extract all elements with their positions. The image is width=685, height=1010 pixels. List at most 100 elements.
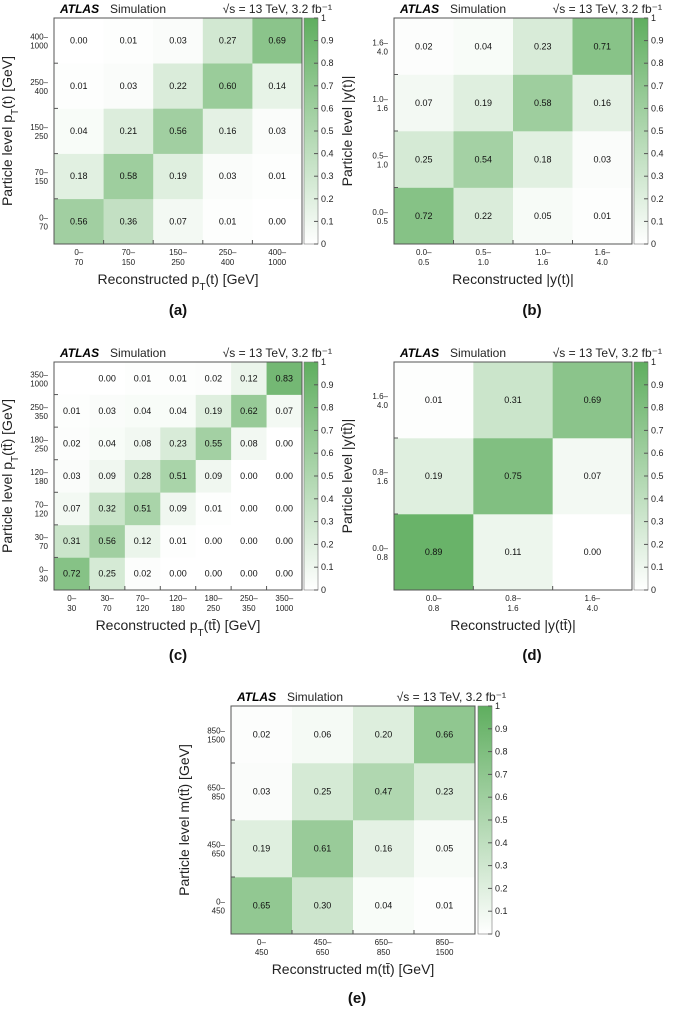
- cell-value-label: 0.83: [276, 373, 294, 383]
- heatmap-cell: [252, 63, 303, 109]
- heatmap-cell: [124, 557, 161, 591]
- x-tick-label: 0.5: [418, 258, 430, 267]
- y-tick-label: 180: [35, 477, 49, 486]
- heatmap-cell: [89, 394, 126, 428]
- y-tick-label: 0–: [216, 898, 225, 907]
- y-axis-label: Particle level pT(t) [GeV]: [0, 56, 21, 206]
- heatmap-cell: [231, 763, 293, 821]
- plot-frame: [53, 361, 303, 591]
- y-tick-label: 400–: [30, 33, 48, 42]
- heatmap-cell: [453, 74, 514, 132]
- heatmap-cell: [231, 557, 267, 591]
- color-scale-tick: 0.2: [651, 539, 664, 549]
- heatmap-cell: [54, 492, 90, 526]
- heatmap-cell: [552, 514, 633, 591]
- cell-value-label: 0.00: [240, 569, 258, 579]
- color-scale-tick: 0.7: [495, 769, 508, 779]
- cell-value-label: 0.05: [436, 844, 454, 854]
- heatmap-cell: [54, 108, 104, 154]
- color-scale-tick: 0.3: [651, 171, 664, 181]
- cell-value-label: 0.04: [474, 41, 492, 51]
- heatmap-cell: [160, 394, 197, 428]
- cell-value-label: 0.14: [268, 81, 286, 91]
- cell-value-label: 0.01: [205, 504, 223, 514]
- color-scale-tick: 0.4: [495, 838, 508, 848]
- color-scale-tick: 0.8: [495, 747, 508, 757]
- cell-value-label: 0.11: [505, 547, 522, 557]
- heatmap-cell: [54, 153, 104, 200]
- heatmap-cell: [394, 438, 474, 515]
- cell-value-label: 0.00: [276, 471, 294, 481]
- x-tick-label: 120–: [169, 594, 187, 603]
- heatmap-cell: [353, 706, 415, 764]
- x-axis-label: Reconstructed m(tt̄) [GeV]: [272, 961, 435, 977]
- heatmap-cell: [394, 187, 454, 245]
- x-tick-label: 650–: [375, 938, 393, 947]
- cell-value-label: 0.22: [474, 211, 492, 221]
- x-tick-label: 400–: [268, 248, 286, 257]
- cell-value-label: 0.19: [474, 98, 492, 108]
- cell-value-label: 0.07: [415, 98, 433, 108]
- heatmap-cell: [89, 427, 126, 461]
- x-tick-label: 250: [171, 258, 185, 267]
- color-scale-tick: 0.6: [651, 448, 664, 458]
- heatmap-cell: [160, 459, 197, 493]
- heatmap-cell: [160, 427, 197, 461]
- cell-value-label: 0.16: [593, 98, 611, 108]
- heatmap-cell: [231, 877, 293, 935]
- color-scale-tick: 0.1: [651, 562, 664, 572]
- y-tick-label: 0.8: [377, 553, 389, 562]
- x-tick-label: 350–: [275, 594, 293, 603]
- cell-value-label: 0.54: [474, 154, 492, 164]
- y-tick-label: 150–: [30, 123, 48, 132]
- color-scale-tick: 0.2: [321, 539, 334, 549]
- panel-label: (a): [169, 302, 187, 319]
- y-tick-label: 1.0–: [372, 95, 388, 104]
- heatmap-cell: [572, 74, 633, 132]
- heatmap-cell: [453, 131, 514, 188]
- color-scale-tick: 1: [321, 13, 326, 23]
- simulation-label: Simulation: [110, 2, 166, 16]
- cell-value-label: 0.56: [70, 216, 88, 226]
- x-tick-label: 4.0: [587, 604, 599, 613]
- heatmap-cell: [252, 18, 303, 64]
- heatmap-cell: [103, 18, 154, 64]
- y-tick-label: 350: [35, 412, 49, 421]
- color-scale-tick: 0.1: [321, 216, 334, 226]
- heatmap-cell: [353, 820, 415, 878]
- heatmap-cell: [160, 524, 197, 558]
- cell-value-label: 0.00: [268, 216, 286, 226]
- energy-lumi-label: √s = 13 TeV, 3.2 fb⁻¹: [553, 346, 662, 360]
- y-tick-label: 0.0–: [372, 208, 388, 217]
- heatmap-cell: [231, 427, 267, 461]
- cell-value-label: 0.02: [253, 730, 271, 740]
- x-tick-label: 70–: [136, 594, 150, 603]
- color-scale-tick: 0.4: [651, 149, 664, 159]
- x-axis-label: Reconstructed pT(tt̄) [GeV]: [96, 617, 261, 639]
- x-tick-label: 1000: [268, 258, 286, 267]
- heatmap-cell: [103, 108, 154, 154]
- cell-value-label: 0.00: [205, 536, 223, 546]
- cell-value-label: 0.69: [268, 36, 286, 46]
- color-scale-tick: 1: [495, 701, 500, 711]
- heatmap-cell: [153, 153, 204, 200]
- color-scale-tick: 0.7: [321, 425, 334, 435]
- color-scale-tick: 0.7: [651, 81, 664, 91]
- color-scale-tick: 0.7: [321, 81, 334, 91]
- heatmap-cell: [453, 18, 514, 75]
- cell-value-label: 0.89: [425, 547, 443, 557]
- x-tick-label: 0.8: [428, 604, 440, 613]
- heatmap-cell: [89, 362, 126, 395]
- x-tick-label: 0.5–: [475, 248, 491, 257]
- heatmap-cell: [266, 394, 303, 428]
- x-tick-label: 150: [122, 258, 136, 267]
- cell-value-label: 0.36: [120, 216, 138, 226]
- y-tick-label: 150: [35, 177, 49, 186]
- panel-e: 0.65 0.30 0.04 0.010.19 0.61 0.16 0.050.03 0.25…: [176, 690, 508, 1007]
- cell-value-label: 0.25: [314, 787, 332, 797]
- x-tick-label: 0–: [67, 594, 76, 603]
- color-scale-tick: 1: [651, 357, 656, 367]
- x-axis-label: Reconstructed pT(t) [GeV]: [98, 271, 259, 293]
- heatmap-cell: [160, 492, 197, 526]
